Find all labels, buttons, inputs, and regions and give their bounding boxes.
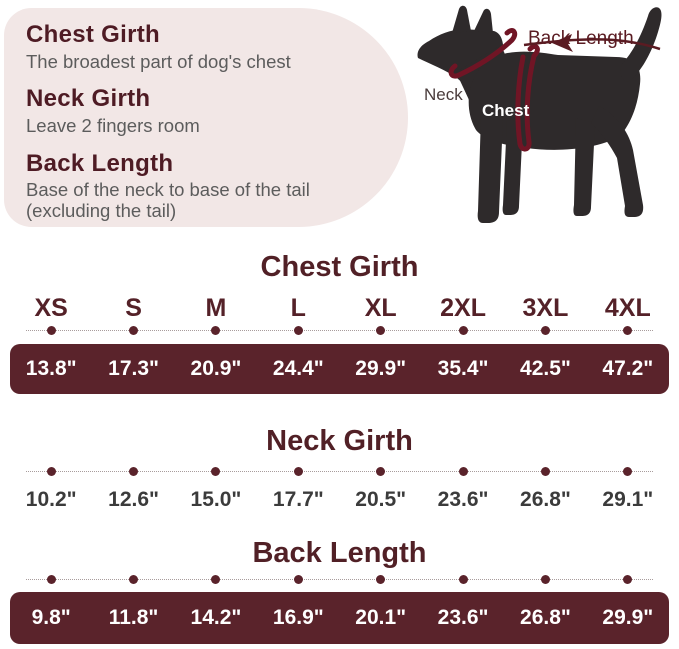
- tick-dot: [376, 467, 386, 476]
- tick-dot: [293, 575, 303, 584]
- tick-dot: [623, 326, 633, 335]
- tick-dot: [376, 326, 386, 335]
- dotted-leader-line: [10, 574, 669, 586]
- neck-girth-value: 15.0": [190, 488, 242, 511]
- tick-dot: [211, 467, 221, 476]
- tick-dot: [46, 326, 56, 335]
- definition-title: Back Length: [26, 149, 174, 177]
- back-length-value: 29.9": [602, 606, 654, 629]
- neck-girth-value: 10.2": [25, 488, 77, 511]
- tick-dot: [540, 575, 550, 584]
- section-title-neck-girth: Neck Girth: [266, 425, 413, 457]
- tick-dots-row: [10, 574, 669, 586]
- back-length-value-bar: 9.8" 11.8" 14.2" 16.9" 20.1" 23.6" 26.8"…: [10, 592, 669, 644]
- definition-description: Base of the neck to base of the tail (ex…: [26, 179, 310, 221]
- tick-dot: [623, 467, 633, 476]
- neck-girth-values-row: 10.2" 12.6" 15.0" 17.7" 20.5" 23.6" 26.8…: [10, 488, 669, 512]
- tick-dot: [211, 575, 221, 584]
- tick-dot: [458, 467, 468, 476]
- diagram-chest-label: Chest: [482, 101, 530, 120]
- back-length-arrowhead: [552, 34, 573, 52]
- size-label: L: [290, 294, 306, 322]
- definition-description: The broadest part of dog's chest: [26, 50, 291, 72]
- tick-dot: [623, 575, 633, 584]
- tick-dot: [540, 326, 550, 335]
- dotted-leader-line: [10, 325, 669, 337]
- tick-dot: [293, 467, 303, 476]
- chest-girth-value: 13.8": [25, 357, 77, 380]
- back-length-value: 20.1": [355, 606, 407, 629]
- tick-dot: [129, 467, 139, 476]
- definition-neck-girth: Neck Girth Leave 2 fingers room: [26, 85, 338, 136]
- size-label: XL: [364, 294, 397, 322]
- dog-measurement-diagram: Back Length Neck Chest: [406, 0, 679, 243]
- definition-back-length: Back Length Base of the neck to base of …: [26, 150, 338, 222]
- section-title-back-length: Back Length: [252, 537, 427, 569]
- back-length-arrow-line: [523, 38, 661, 51]
- dotted-leader-line: [10, 466, 669, 478]
- tick-dot: [129, 575, 139, 584]
- tick-dot: [211, 326, 221, 335]
- definition-chest-girth: Chest Girth The broadest part of dog's c…: [26, 21, 338, 72]
- chest-girth-value: 35.4": [437, 357, 489, 380]
- tick-dots-row: [10, 466, 669, 478]
- neck-girth-value: 29.1": [602, 488, 654, 511]
- back-length-value: 16.9": [272, 606, 324, 629]
- measurement-definitions-panel: Chest Girth The broadest part of dog's c…: [4, 8, 408, 227]
- size-label: XS: [34, 294, 68, 322]
- chest-girth-value-bar: 13.8" 17.3" 20.9" 24.4" 29.9" 35.4" 42.5…: [10, 344, 669, 394]
- size-chart-area: Chest Girth XS S M L XL 2XL 3XL 4XL 13.8…: [0, 236, 679, 644]
- definition-description: Leave 2 fingers room: [26, 114, 200, 136]
- back-length-value: 26.8": [520, 606, 571, 629]
- chest-girth-band-line: [515, 44, 540, 152]
- size-label: S: [125, 294, 142, 322]
- dotted-line: [26, 471, 653, 472]
- tick-dot: [458, 326, 468, 335]
- chest-girth-value: 42.5": [520, 357, 571, 380]
- tick-dot: [293, 326, 303, 335]
- tick-dot: [376, 575, 386, 584]
- tick-dot: [129, 326, 139, 335]
- neck-girth-value: 20.5": [355, 488, 407, 511]
- definition-title: Neck Girth: [26, 85, 151, 113]
- chest-girth-value: 29.9": [355, 357, 407, 380]
- tick-dot: [540, 467, 550, 476]
- neck-girth-value: 12.6": [108, 488, 159, 511]
- diagram-neck-label: Neck: [424, 85, 463, 104]
- size-label: 3XL: [522, 294, 569, 322]
- dotted-line: [26, 579, 653, 580]
- size-header-row: XS S M L XL 2XL 3XL 4XL: [10, 294, 669, 323]
- neck-girth-value: 26.8": [520, 488, 571, 511]
- chest-girth-value: 47.2": [602, 357, 654, 380]
- chest-girth-value: 20.9": [190, 357, 242, 380]
- neck-girth-value: 23.6": [437, 488, 489, 511]
- back-length-value: 23.6": [437, 606, 489, 629]
- tick-dots-row: [10, 325, 669, 337]
- neck-girth-band-line: [448, 28, 518, 79]
- back-length-value: 11.8": [108, 606, 159, 629]
- chest-girth-value: 17.3": [108, 357, 159, 380]
- dotted-line: [26, 330, 653, 331]
- tick-dot: [46, 467, 56, 476]
- dog-silhouette-image: Back Length Neck Chest: [417, 5, 662, 223]
- tick-dot: [458, 575, 468, 584]
- size-label: 4XL: [604, 294, 651, 322]
- tick-dot: [46, 575, 56, 584]
- definition-title: Chest Girth: [26, 21, 160, 48]
- size-label: M: [205, 294, 227, 322]
- diagram-back-length-label: Back Length: [528, 28, 634, 49]
- chest-girth-value: 24.4": [272, 357, 324, 380]
- section-title-chest-girth: Chest Girth: [260, 251, 419, 283]
- back-length-value: 14.2": [190, 606, 242, 629]
- neck-girth-value: 17.7": [272, 488, 324, 511]
- size-label: 2XL: [440, 294, 486, 322]
- back-length-value: 9.8": [31, 606, 71, 629]
